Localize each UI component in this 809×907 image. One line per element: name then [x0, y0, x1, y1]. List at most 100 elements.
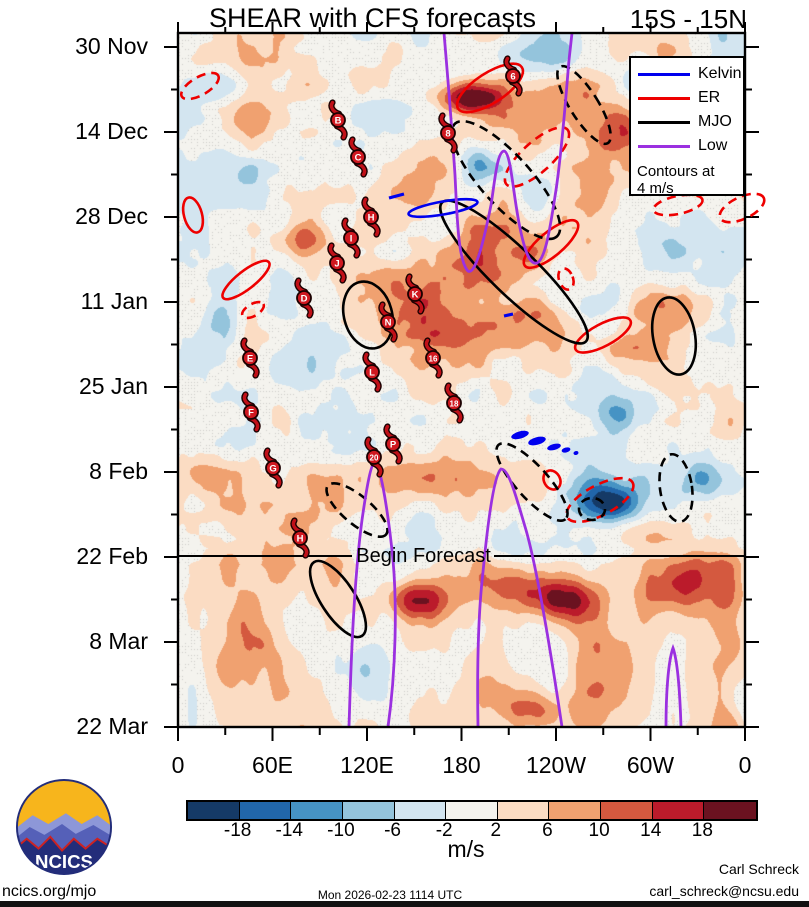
kelvin-contour-dash: [561, 447, 571, 453]
page-title: SHEAR with CFS forecasts: [208, 3, 537, 33]
svg-text:D: D: [301, 293, 308, 304]
storm-symbol-L: L: [362, 351, 382, 393]
colorbar-tick-label: 18: [691, 820, 713, 841]
plot-border: [176, 31, 747, 729]
colorbar-tick-label: 10: [588, 820, 610, 841]
y-tick-label: 14 Dec: [75, 118, 148, 144]
storm-symbols: B 6 8 C H I J D K N E 16 L F 18 P 20 G H: [240, 55, 523, 559]
storm-symbol-P: P: [383, 423, 403, 465]
colorbar-segment: [342, 802, 395, 819]
svg-text:J: J: [334, 258, 339, 269]
low-contour-line: [347, 461, 397, 728]
svg-text:16: 16: [429, 354, 438, 363]
colorbar-segment: [497, 802, 550, 819]
kelvin-contour-dash: [547, 443, 561, 451]
ncics-logo: NCICS: [15, 778, 113, 876]
svg-text:K: K: [412, 289, 419, 300]
wave-legend: Kelvin ER MJO Low Contours at 4 m/s: [629, 56, 745, 197]
x-tick-label: 120E: [340, 752, 394, 778]
website-label: ncics.org/mjo: [2, 883, 97, 900]
low-contour-line: [664, 643, 683, 728]
mjo-line-swatch: [638, 121, 690, 124]
er-contour-dashed: [652, 193, 704, 217]
er-contour-dashed: [179, 71, 221, 101]
kelvin-line-swatch: [638, 73, 690, 76]
legend-item-label: ER: [698, 89, 721, 106]
y-tick-label: 30 Nov: [75, 33, 148, 59]
mjo-contour-dashed: [556, 64, 612, 146]
low-contour-line: [442, 32, 574, 273]
storm-symbol-J: J: [327, 242, 347, 284]
colorbar-tick-label: -18: [223, 820, 252, 841]
kelvin-contour-solid: [407, 197, 479, 219]
colorbar-segment: [291, 802, 343, 819]
svg-text:L: L: [369, 367, 375, 378]
x-tick-label: 0: [171, 752, 185, 778]
colorbar-segment: [394, 802, 447, 819]
er-contour-dashed: [503, 126, 571, 188]
colorbar-segment: [652, 802, 705, 819]
storm-symbol-K: K: [405, 273, 425, 315]
svg-text:6: 6: [510, 71, 515, 82]
storm-symbol-H: H: [290, 517, 310, 559]
legend-item-label: Kelvin: [698, 65, 742, 82]
storm-symbol-C: C: [348, 136, 368, 178]
storm-symbol-6: 6: [503, 55, 523, 97]
er-line-swatch: [638, 97, 690, 100]
x-tick-label: 60W: [626, 752, 675, 778]
storm-symbol-N: N: [378, 301, 398, 343]
latitude-range-label: 15S - 15N: [629, 4, 747, 34]
legend-item-kelvin: Kelvin: [631, 64, 743, 84]
kelvin-contour-dash: [388, 192, 405, 200]
svg-text:N: N: [385, 317, 392, 328]
y-tick-label: 8 Feb: [89, 458, 148, 484]
storm-symbol-F: F: [241, 391, 261, 433]
colorbar-tick-label: -2: [435, 820, 453, 841]
storm-symbol-20: 20: [364, 436, 384, 478]
low-contour-line: [476, 467, 564, 728]
svg-text:P: P: [390, 439, 397, 450]
storm-symbol-E: E: [240, 337, 260, 379]
colorbar-tick-label: -10: [327, 820, 355, 841]
x-tick-label: 180: [442, 752, 481, 778]
kelvin-contour-dash: [503, 312, 514, 318]
legend-item-low: Low: [631, 136, 743, 156]
logo-text: NCICS: [35, 851, 93, 872]
x-tick-label: 0: [738, 752, 752, 778]
low-line-swatch: [638, 145, 690, 148]
y-tick-label: 22 Mar: [76, 713, 148, 739]
er-contour-solid: [181, 196, 205, 234]
legend-item-mjo: MJO: [631, 112, 743, 132]
x-tick-label: 120W: [525, 752, 587, 778]
colorbar-segment: [601, 802, 653, 819]
credit-email: carl_schreck@ncsu.edu: [649, 883, 799, 899]
svg-text:F: F: [248, 407, 254, 418]
er-contour-solid: [522, 218, 580, 270]
timestamp-label: Mon 2026-02-23 1114 UTC: [317, 888, 463, 902]
legend-item-label: Low: [698, 137, 728, 154]
storm-symbol-8: 8: [438, 112, 458, 154]
legend-item-label: MJO: [698, 113, 732, 130]
mjo-contour-solid: [650, 296, 698, 376]
mjo-contour-dashed: [658, 452, 694, 524]
colorbar-segment: [549, 802, 601, 819]
mjo-contour-dashed: [577, 496, 607, 522]
storm-symbol-B: B: [328, 99, 348, 141]
legend-note-line2: 4 m/s: [637, 180, 674, 197]
svg-text:20: 20: [370, 453, 379, 462]
svg-text:E: E: [247, 353, 253, 364]
y-tick-label: 22 Feb: [76, 543, 148, 569]
er-contour-solid: [573, 316, 633, 354]
y-tick-label: 11 Jan: [80, 288, 148, 314]
er-contour-dashed: [565, 476, 635, 524]
storm-symbol-H: H: [361, 196, 381, 238]
svg-text:I: I: [350, 233, 353, 244]
credit-name: Carl Schreck: [718, 861, 799, 877]
storm-symbol-16: 16: [423, 337, 443, 379]
svg-text:H: H: [368, 212, 375, 223]
mjo-contour-solid: [341, 280, 395, 350]
kelvin-contour-dash: [528, 436, 546, 446]
svg-text:H: H: [297, 533, 304, 544]
